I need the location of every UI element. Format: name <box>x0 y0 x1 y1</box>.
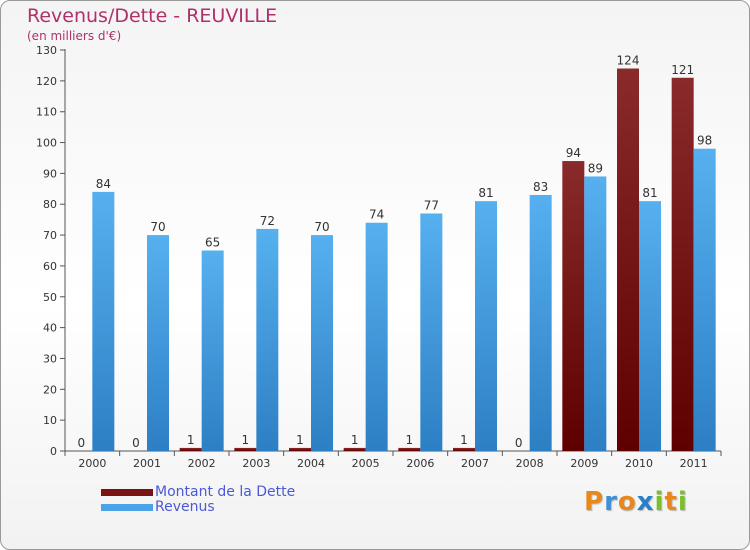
data-label-dette: 94 <box>566 146 581 160</box>
x-tick-label: 2006 <box>406 457 434 470</box>
bar-dette <box>398 447 421 451</box>
legend-label-dette: Montant de la Dette <box>155 484 296 500</box>
y-tick-label: 10 <box>43 414 57 427</box>
legend-swatch-revenus <box>101 504 153 511</box>
y-tick-label: 120 <box>36 75 57 88</box>
y-tick-label: 40 <box>43 322 57 335</box>
x-tick-label: 2010 <box>625 457 653 470</box>
y-tick-label: 50 <box>43 291 57 304</box>
proxiti-logo: Proxiti <box>584 487 688 517</box>
data-label-dette: 1 <box>187 433 195 447</box>
data-label-dette: 121 <box>671 63 694 77</box>
y-tick-label: 80 <box>43 198 57 211</box>
legend-label-revenus: Revenus <box>155 499 215 515</box>
logo-letter: i <box>677 487 688 517</box>
data-label-revenus: 84 <box>96 177 111 191</box>
legend-swatch-dette <box>101 489 153 496</box>
logo-letter: t <box>664 487 678 517</box>
bar-revenus <box>201 250 224 451</box>
data-label-revenus: 74 <box>369 208 384 222</box>
x-tick-label: 2000 <box>78 457 106 470</box>
bar-dette <box>617 68 639 451</box>
x-tick-label: 2009 <box>570 457 598 470</box>
data-label-dette: 0 <box>78 436 86 450</box>
data-label-revenus: 72 <box>260 214 275 228</box>
bar-dette <box>453 447 475 451</box>
x-tick-label: 2004 <box>297 457 325 470</box>
data-label-revenus: 70 <box>314 220 329 234</box>
data-label-dette: 1 <box>351 433 359 447</box>
data-label-dette: 1 <box>460 433 468 447</box>
y-tick-label: 100 <box>36 137 57 150</box>
bar-dette <box>234 447 257 451</box>
data-label-dette: 1 <box>296 433 304 447</box>
bar-revenus <box>529 194 552 451</box>
data-label-revenus: 81 <box>642 186 657 200</box>
bar-dette <box>562 161 585 452</box>
bar-dette <box>179 447 202 451</box>
bar-revenus <box>92 191 115 451</box>
data-label-revenus: 65 <box>205 236 220 250</box>
data-label-dette: 1 <box>242 433 250 447</box>
x-tick-label: 2003 <box>242 457 270 470</box>
data-label-revenus: 89 <box>588 161 603 175</box>
x-tick-label: 2001 <box>133 457 161 470</box>
bar-revenus <box>147 235 169 451</box>
bar-revenus <box>584 176 607 451</box>
y-tick-label: 60 <box>43 260 57 273</box>
data-label-revenus: 77 <box>424 198 439 212</box>
bar-dette <box>289 447 311 451</box>
bar-revenus <box>693 148 716 451</box>
bar-dette <box>343 447 366 451</box>
y-tick-label: 20 <box>43 383 57 396</box>
data-label-revenus: 98 <box>697 134 712 148</box>
bar-revenus <box>256 228 279 451</box>
y-tick-label: 90 <box>43 167 57 180</box>
bar-dette <box>671 77 694 451</box>
x-tick-label: 2002 <box>188 457 216 470</box>
bar-revenus <box>311 235 333 451</box>
logo-letter: i <box>654 487 665 517</box>
y-tick-label: 30 <box>43 352 57 365</box>
bar-revenus <box>420 213 443 451</box>
data-label-revenus: 70 <box>150 220 165 234</box>
data-label-dette: 1 <box>406 433 414 447</box>
y-tick-label: 0 <box>50 445 57 458</box>
bar-revenus <box>475 201 497 451</box>
y-tick-label: 110 <box>36 106 57 119</box>
y-tick-label: 130 <box>36 44 57 57</box>
data-label-dette: 0 <box>132 436 140 450</box>
chart-subtitle: (en milliers d'€) <box>27 29 122 43</box>
logo-letter: x <box>636 487 655 517</box>
x-tick-label: 2007 <box>461 457 489 470</box>
x-tick-label: 2011 <box>680 457 708 470</box>
x-tick-label: 2008 <box>516 457 544 470</box>
data-label-revenus: 83 <box>533 180 548 194</box>
y-tick-label: 70 <box>43 229 57 242</box>
bar-revenus <box>639 201 661 451</box>
chart-title: Revenus/Dette - REUVILLE <box>27 5 278 27</box>
data-label-dette: 0 <box>515 436 523 450</box>
logo-letter: P <box>584 487 605 517</box>
data-label-dette: 124 <box>617 54 640 68</box>
bar-revenus <box>365 222 388 451</box>
logo-letter: r <box>604 487 618 517</box>
x-tick-label: 2005 <box>352 457 380 470</box>
logo-letter: o <box>617 487 637 517</box>
data-label-revenus: 81 <box>478 186 493 200</box>
